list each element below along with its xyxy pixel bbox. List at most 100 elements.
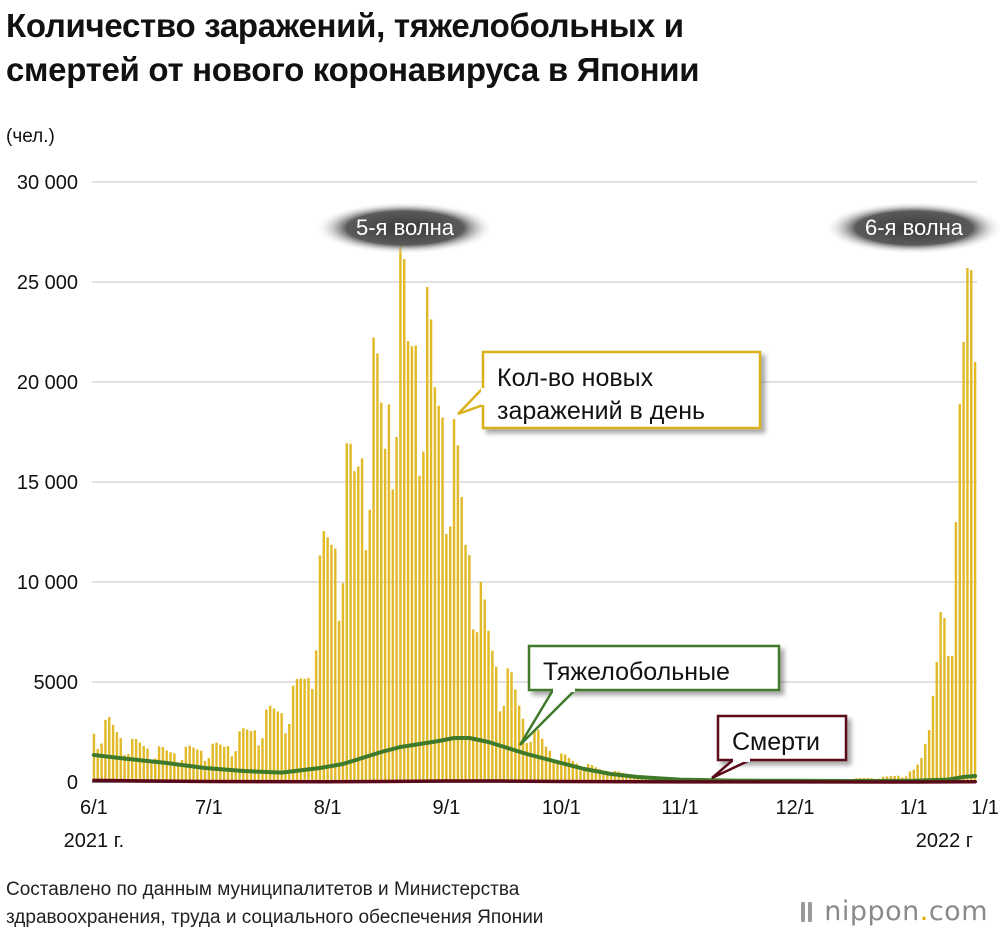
daily-infection-bar [318,555,322,782]
y-tick-label: 15 000 [17,472,78,494]
daily-infection-bar [242,728,245,782]
daily-infection-bar [426,287,429,782]
daily-infection-bar [636,777,640,782]
source-note-line-1: Составлено по данным муниципалитетов и М… [6,879,520,900]
daily-infection-bar [322,531,326,782]
severe-callout-text: Тяжелобольные [543,658,730,686]
daily-infection-bar [268,705,272,782]
daily-infection-bar [188,745,191,782]
daily-infection-bar [337,620,341,782]
daily-infection-bar [203,760,207,782]
daily-infection-bar [629,774,632,782]
daily-infection-bar [429,319,433,782]
daily-infection-bar [380,402,383,782]
daily-infection-bar [939,612,942,782]
daily-infection-bar [261,738,264,782]
daily-infection-bar [575,763,578,782]
x-tick-label: 7/1 [195,797,223,819]
grid-lines [92,181,977,783]
daily-infection-bar [931,696,935,782]
daily-infection-bar [173,753,176,782]
daily-infection-bar [552,762,555,782]
daily-infection-bar [613,771,617,782]
daily-infection-bar [383,448,387,782]
daily-infection-bar [422,451,425,782]
daily-infection-bar [548,750,552,782]
wave-label-bg [315,202,495,254]
daily-infection-bar [544,746,548,782]
daily-infection-bar [598,769,601,782]
daily-infection-bar [245,729,249,782]
daily-infection-bar [533,724,536,782]
daily-infection-bar [276,711,280,782]
daily-infection-bar [376,353,379,782]
daily-infection-bar [138,742,142,782]
x-tick-label: 12/1 [776,797,815,819]
daily-infection-bar [414,345,417,782]
brand-logo: nippon.com [801,896,988,927]
daily-infection-bar [950,656,954,782]
daily-infection-bar [445,534,448,782]
daily-infection-bar [108,717,111,782]
y-axis-unit-label: (чел.) [6,126,55,147]
daily-infections-bars [92,216,977,783]
y-tick-label: 0 [67,772,78,794]
daily-infection-bar [406,341,410,782]
daily-infection-bar [353,471,356,782]
daily-infection-bar [609,774,613,782]
daily-infection-bar [265,709,268,782]
x-tick-label: 1/17 [971,797,1000,819]
daily-infection-bar [943,618,946,782]
daily-infection-bar [341,583,345,782]
daily-infection-bar [556,762,559,782]
daily-infection-bar [111,724,115,782]
deaths-callout-box [716,714,848,762]
deaths-line [92,778,977,784]
daily-infection-bar [280,713,283,782]
daily-infection-bar [395,436,398,782]
daily-infection-bar [510,672,513,782]
daily-infection-bar [372,337,375,782]
daily-infection-bar [291,685,295,782]
y-tick-label: 10 000 [17,572,78,594]
daily-infection-bar [590,764,594,782]
daily-infection-bar [935,662,938,782]
severe-callout-box [527,644,781,692]
y-tick-label: 30 000 [17,172,78,194]
severe-callout-pointer [518,688,579,746]
daily-infection-bar [303,678,306,782]
daily-infection-bar [908,771,912,782]
daily-infection-bar [284,733,287,782]
daily-infection-bar [360,458,364,782]
daily-infection-bar [357,466,360,782]
daily-infection-bar [249,731,253,782]
x-tick-label: 11/1 [661,797,698,819]
daily-infection-bar [368,509,371,782]
daily-infection-bar [387,404,391,782]
daily-infection-bar [525,743,529,782]
source-note: Составлено по данным муниципалитетов и М… [6,876,543,932]
daily-infection-bar [391,489,394,782]
daily-infection-bar [226,746,230,782]
daily-infection-bar [491,650,494,782]
daily-infection-bar [494,666,498,782]
y-tick-label: 5000 [34,672,79,694]
infections-callout-text: заражений в день [497,397,705,425]
brand-tld: com [928,896,988,927]
daily-infection-bar [150,760,153,782]
daily-infection-bar [165,750,168,782]
daily-infection-bar [571,760,575,782]
daily-infection-bar [586,763,590,782]
daily-infection-bar [927,730,931,782]
daily-infection-bar [345,443,348,782]
daily-infection-bar [295,678,299,782]
daily-infection-bar [253,730,257,782]
daily-infection-bar [123,754,126,782]
deaths-callout-pointer [711,758,751,780]
daily-infection-bar [334,548,337,782]
daily-infection-bar [540,738,544,782]
daily-infection-bar [180,759,184,782]
daily-infection-bar [483,599,486,782]
daily-infection-bar [958,404,961,782]
